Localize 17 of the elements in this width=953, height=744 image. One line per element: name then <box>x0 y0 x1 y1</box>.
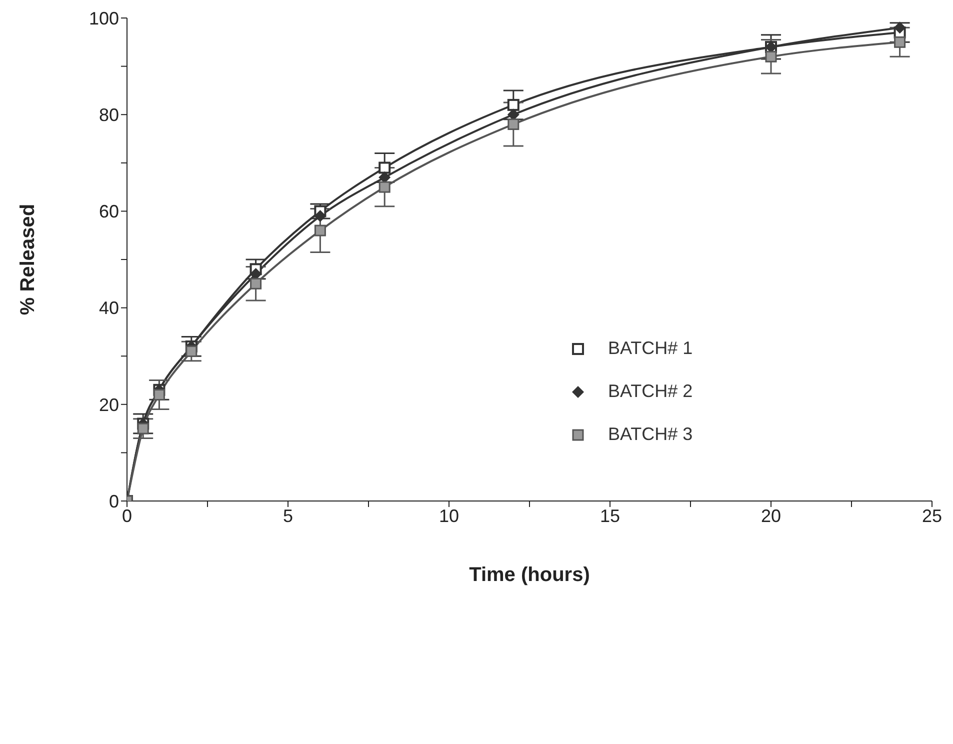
y-axis-title: % Released <box>17 204 40 316</box>
y-tick-label: 40 <box>98 298 119 318</box>
x-tick-label: 25 <box>922 506 942 526</box>
legend-label: BATCH# 3 <box>608 424 693 445</box>
x-tick-label: 10 <box>438 506 460 526</box>
y-tick-label: 20 <box>98 394 119 415</box>
y-tick-label: 100 <box>88 8 119 28</box>
legend-label: BATCH# 2 <box>608 381 693 402</box>
y-tick-label: 0 <box>108 491 119 512</box>
x-tick-label: 15 <box>600 506 620 526</box>
legend-label: BATCH# 1 <box>608 338 693 359</box>
y-tick-label: 60 <box>98 202 119 222</box>
x-axis-title: Time (hours) <box>469 564 590 586</box>
x-tick-label: 20 <box>760 506 782 526</box>
y-tick-label: 80 <box>98 104 119 125</box>
x-tick-label: 0 <box>122 506 132 526</box>
x-tick-label: 5 <box>282 506 294 526</box>
